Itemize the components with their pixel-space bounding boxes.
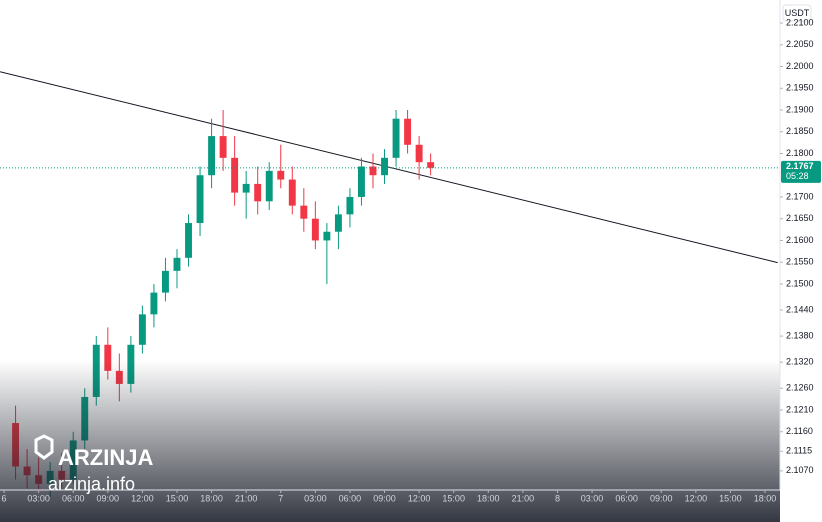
y-tick-label: 2.1550 bbox=[786, 257, 814, 267]
x-tick-label: 06:00 bbox=[339, 493, 362, 503]
candle-body bbox=[415, 144, 423, 163]
x-tick-label: 6 bbox=[2, 493, 7, 503]
candle-body bbox=[265, 170, 273, 202]
candle-body bbox=[138, 314, 146, 345]
y-tick-label: 2.1210 bbox=[786, 404, 814, 414]
x-tick-label: 06:00 bbox=[615, 493, 638, 503]
candle-body bbox=[208, 136, 216, 176]
candle-body bbox=[104, 344, 112, 371]
y-tick-label: 2.1650 bbox=[786, 213, 814, 223]
y-tick-label: 2.2100 bbox=[786, 17, 814, 27]
candle-body bbox=[242, 183, 250, 193]
x-tick-label: 12:00 bbox=[685, 493, 708, 503]
y-tick-label: 2.1850 bbox=[786, 126, 814, 136]
x-tick-label: 03:00 bbox=[304, 493, 327, 503]
candle-body bbox=[161, 270, 169, 293]
y-tick-label: 2.2050 bbox=[786, 39, 814, 49]
y-tick-label: 2.1070 bbox=[786, 465, 814, 475]
x-tick-label: 15:00 bbox=[719, 493, 742, 503]
x-tick-label: 03:00 bbox=[581, 493, 604, 503]
x-tick-label: 09:00 bbox=[373, 493, 396, 503]
x-tick-label: 06:00 bbox=[62, 493, 85, 503]
last-price-label: 2.1767 bbox=[786, 161, 814, 171]
candle-body bbox=[185, 223, 192, 258]
currency-label: USDT bbox=[785, 8, 810, 18]
x-tick-label: 15:00 bbox=[442, 493, 465, 503]
y-tick-label: 2.1700 bbox=[786, 191, 814, 201]
y-tick-label: 2.1950 bbox=[786, 83, 814, 93]
candle-body bbox=[369, 166, 377, 176]
candle-body bbox=[300, 205, 308, 219]
x-tick-label: 18:00 bbox=[477, 493, 500, 503]
candle-body bbox=[277, 170, 285, 180]
watermark-logo bbox=[34, 434, 54, 460]
candle-body bbox=[334, 214, 342, 232]
x-tick-label: 12:00 bbox=[408, 493, 431, 503]
y-tick-label: 2.1320 bbox=[786, 357, 814, 367]
x-tick-label: 12:00 bbox=[131, 493, 154, 503]
watermark-brand: ARZINJA bbox=[58, 445, 153, 470]
watermark-site: arzinja.info bbox=[48, 474, 135, 494]
x-tick-label: 7 bbox=[278, 493, 283, 503]
candle-body bbox=[196, 175, 204, 224]
y-tick-label: 2.1440 bbox=[786, 304, 814, 314]
y-tick-label: 2.1115 bbox=[786, 446, 812, 456]
candle-body bbox=[427, 162, 435, 168]
x-tick-label: 18:00 bbox=[754, 493, 777, 503]
candle-body bbox=[219, 136, 227, 158]
trendline bbox=[0, 71, 778, 264]
axes: 2.2100 2.2050 2.2000 2.1950 2.1900 2.1850 2.18… bbox=[2, 17, 821, 503]
x-tick-label: 8 bbox=[555, 493, 560, 503]
y-tick-label: 2.1500 bbox=[786, 278, 814, 288]
y-tick-label: 2.1900 bbox=[786, 104, 814, 114]
y-tick-label: 2.1160 bbox=[786, 426, 813, 436]
candle-body bbox=[392, 118, 400, 158]
candle-body bbox=[346, 196, 354, 215]
y-tick-label: 2.2000 bbox=[786, 61, 814, 71]
x-tick-label: 03:00 bbox=[27, 493, 50, 503]
last-price-box bbox=[781, 160, 821, 183]
x-tick-label: 21:00 bbox=[235, 493, 258, 503]
y-tick-label: 2.1380 bbox=[786, 330, 814, 340]
x-tick-label: 09:00 bbox=[650, 493, 673, 503]
watermark-shade bbox=[0, 360, 780, 522]
candle-body bbox=[404, 118, 412, 145]
x-tick-label: 09:00 bbox=[97, 493, 120, 503]
candle-body bbox=[173, 257, 181, 271]
y-tick-label: 2.1260 bbox=[786, 383, 814, 393]
candle-body bbox=[358, 166, 365, 197]
countdown-label: 05:28 bbox=[786, 171, 809, 181]
candle-body bbox=[323, 231, 331, 241]
currency-box[interactable] bbox=[782, 4, 812, 22]
x-tick-label: 21:00 bbox=[512, 493, 535, 503]
y-tick-label: 2.1600 bbox=[786, 235, 814, 245]
y-tick-label: 2.1800 bbox=[786, 148, 814, 158]
candle-body bbox=[150, 292, 158, 315]
x-tick-label: 18:00 bbox=[200, 493, 223, 503]
candle-body bbox=[288, 179, 296, 206]
candle-body bbox=[381, 157, 388, 176]
candle-body bbox=[254, 183, 262, 202]
candle-body bbox=[311, 218, 319, 241]
candle-body bbox=[231, 157, 239, 193]
x-tick-label: 15:00 bbox=[166, 493, 189, 503]
